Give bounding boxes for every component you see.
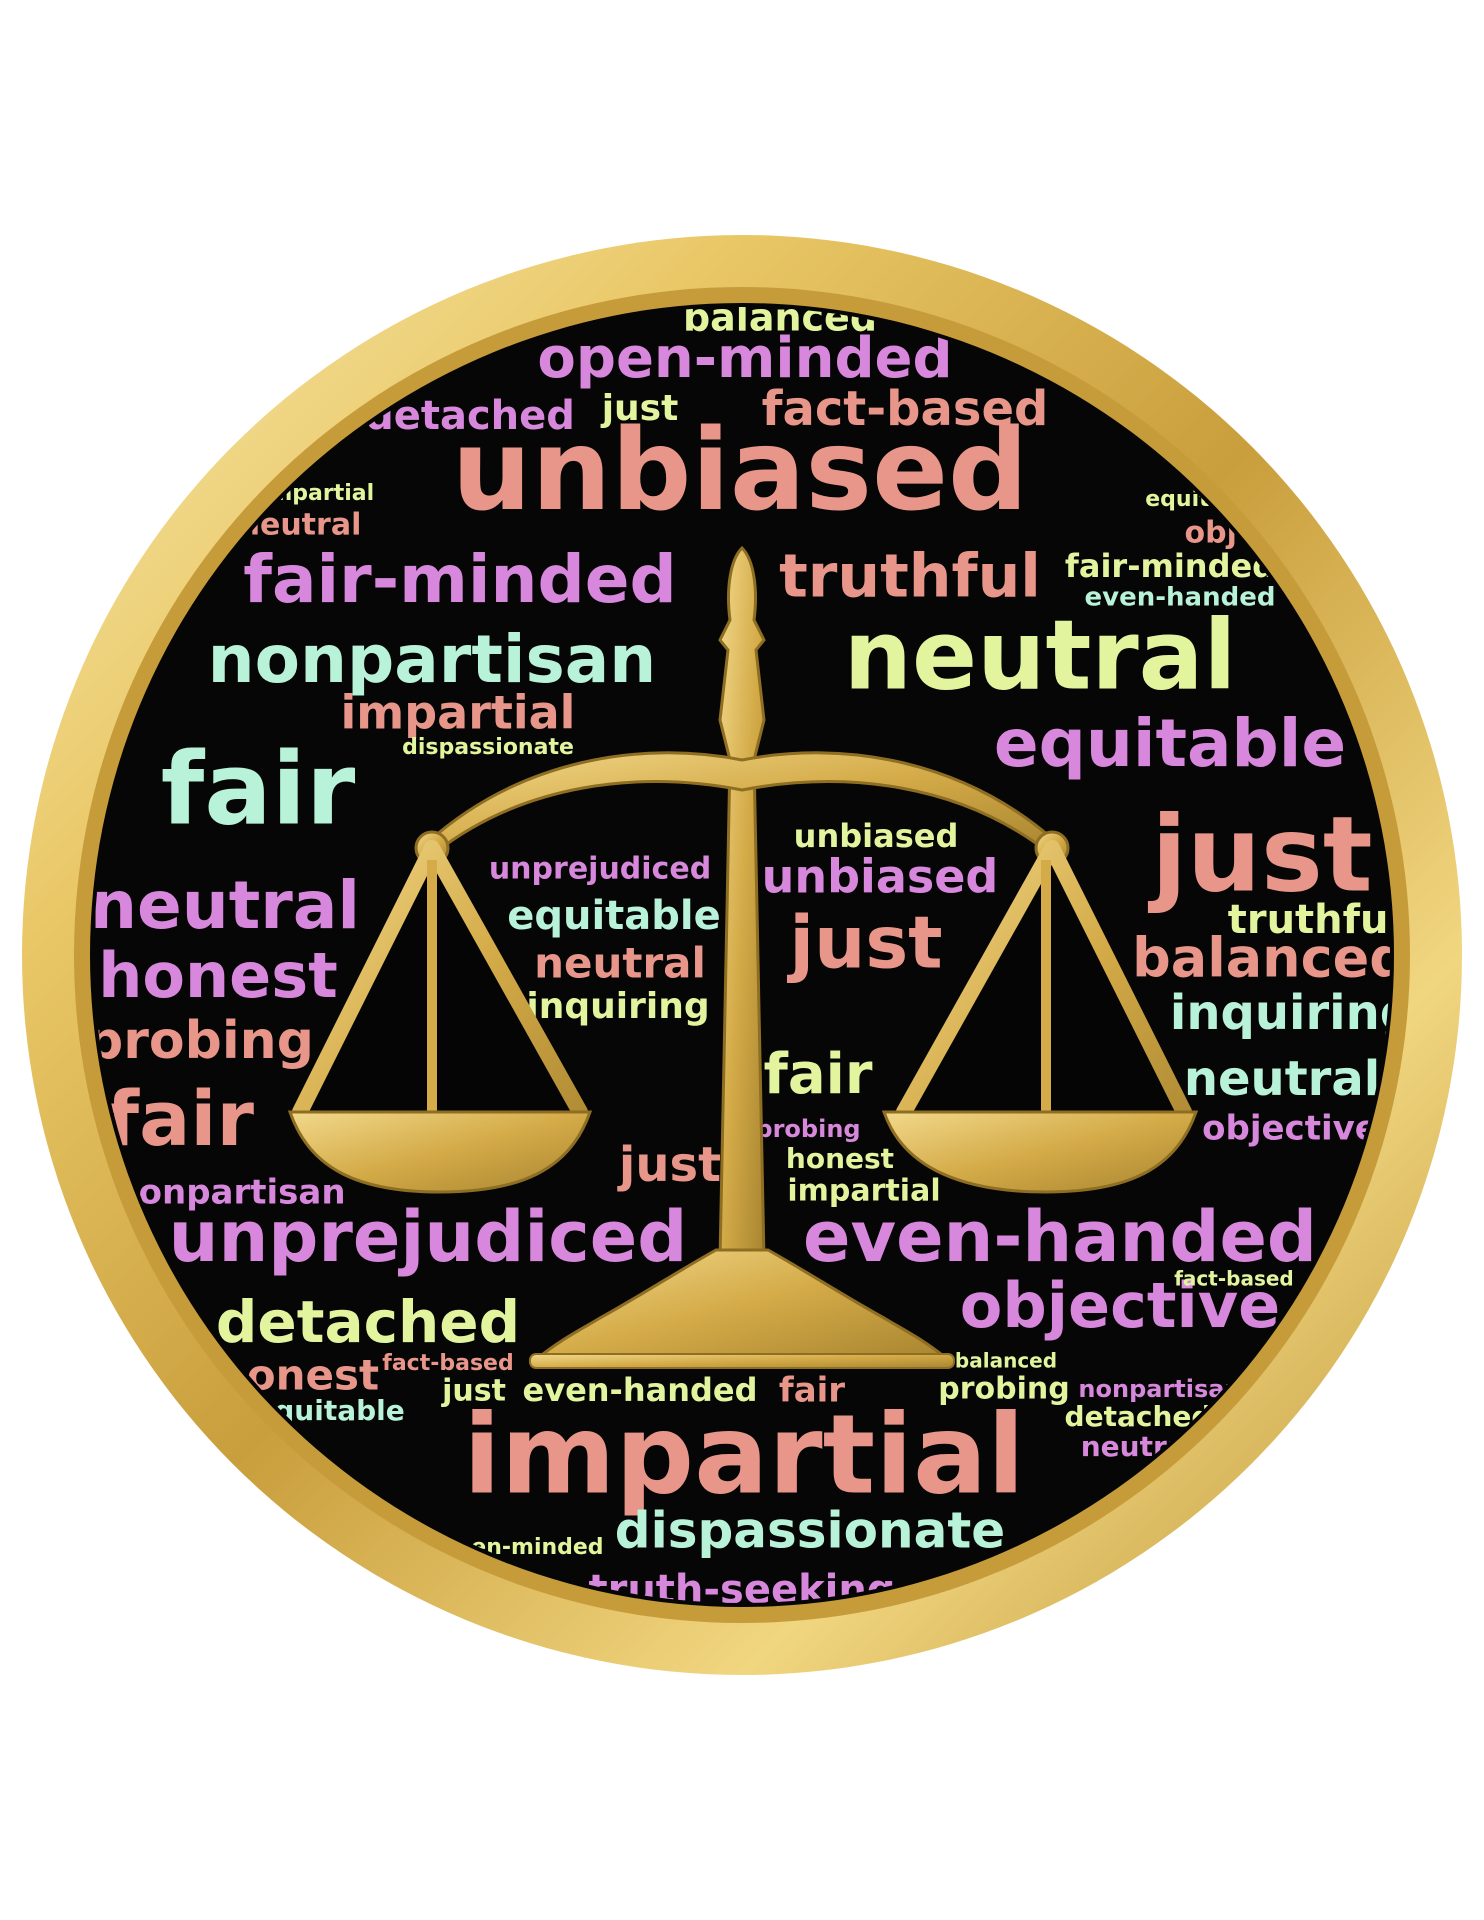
word: even-handed bbox=[1085, 583, 1276, 613]
word: impartial bbox=[341, 686, 576, 740]
word: probing bbox=[86, 1011, 314, 1071]
word: just bbox=[786, 901, 942, 985]
word: fact-based bbox=[382, 1351, 513, 1376]
word: impartial bbox=[463, 1390, 1025, 1518]
word: fair bbox=[106, 1074, 254, 1163]
word: open-minded bbox=[537, 326, 952, 391]
word: neutral bbox=[90, 867, 360, 944]
word: objective bbox=[960, 1269, 1280, 1342]
word: truthful bbox=[779, 542, 1041, 612]
word: just bbox=[1147, 793, 1372, 915]
word: fact-based bbox=[1174, 1267, 1294, 1291]
word: unprejudiced bbox=[169, 1196, 688, 1278]
word: just bbox=[441, 1374, 506, 1409]
scale-pillar bbox=[718, 545, 766, 1262]
word: balanced bbox=[1132, 927, 1408, 990]
word: neutral bbox=[1184, 1051, 1380, 1107]
word: even-handed bbox=[803, 1196, 1317, 1278]
word: even-handed bbox=[523, 1371, 758, 1409]
word: just bbox=[617, 1137, 721, 1193]
word: fair-minded bbox=[243, 541, 676, 618]
word: probing bbox=[938, 1372, 1069, 1407]
word: fair bbox=[161, 730, 356, 847]
word: nonpartisan bbox=[114, 1173, 345, 1213]
word: fair bbox=[779, 1371, 845, 1411]
right-pan-rim bbox=[881, 1110, 1199, 1194]
word: impartial bbox=[787, 1174, 940, 1209]
word: honest bbox=[98, 939, 337, 1012]
word: inquiring bbox=[1170, 985, 1414, 1041]
word: equitable bbox=[507, 893, 721, 939]
word: inquiring bbox=[526, 986, 709, 1027]
word: nonpartisan bbox=[208, 621, 657, 698]
word: fair bbox=[764, 1042, 873, 1107]
word: nonpartisan bbox=[1078, 1375, 1241, 1403]
word: detached bbox=[216, 1288, 520, 1356]
word: balanced bbox=[955, 1349, 1057, 1373]
word: fair-minded bbox=[1065, 547, 1275, 585]
word: unprejudiced bbox=[489, 852, 711, 887]
word: neutral bbox=[534, 939, 706, 988]
word: honest bbox=[786, 1142, 894, 1175]
word: dispassionate bbox=[402, 735, 574, 760]
word: unbiased bbox=[794, 817, 959, 855]
scales-of-justice bbox=[287, 545, 1199, 1369]
word: neutral bbox=[844, 599, 1237, 711]
scale-base-plinth bbox=[529, 1353, 955, 1369]
word: probing bbox=[755, 1115, 860, 1143]
word: dispassionate bbox=[615, 1502, 1005, 1560]
word: objective bbox=[1202, 1109, 1378, 1149]
word: truthful bbox=[1228, 897, 1403, 943]
word: just bbox=[600, 388, 679, 429]
word: unbiased bbox=[762, 850, 999, 904]
word: unbiased bbox=[452, 406, 1028, 536]
left-pan-rim bbox=[287, 1110, 593, 1194]
word: fact-based bbox=[762, 381, 1049, 437]
word: equitable bbox=[994, 705, 1346, 782]
